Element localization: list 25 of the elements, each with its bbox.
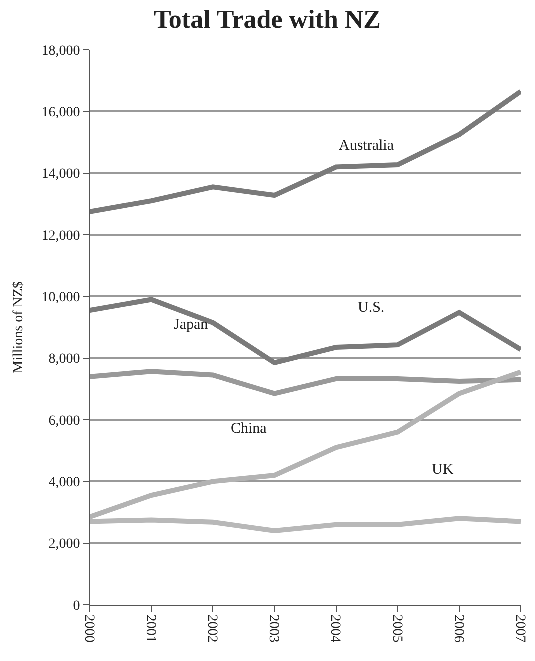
x-tick-label: 2006 (450, 614, 466, 643)
y-axis-title: Millions of NZ$ (11, 282, 26, 374)
y-tick-label: 14,000 (42, 167, 80, 182)
annotation: U.S. (358, 300, 385, 316)
y-tick-label: 0 (73, 598, 80, 614)
annotation: Australia (339, 138, 394, 154)
x-tick-label: 2007 (512, 614, 528, 643)
x-tick-label: 2000 (81, 614, 96, 643)
y-tick-label: 6,000 (48, 414, 80, 429)
x-tick-label: 2004 (328, 614, 343, 643)
x-tick-label: 2005 (389, 614, 404, 643)
y-tick-label: 2,000 (48, 537, 80, 552)
x-tick-label: 2002 (204, 614, 220, 643)
x-tick-label: 2003 (266, 614, 282, 643)
y-tick-label: 10,000 (42, 290, 80, 306)
y-tick-label: 12,000 (42, 228, 80, 244)
y-tick-label: 18,000 (42, 44, 80, 59)
y-tick-label: 4,000 (48, 476, 80, 491)
y-tick-label: 8,000 (48, 352, 80, 368)
y-tick-label: 16,000 (42, 106, 80, 121)
annotation: China (231, 421, 268, 437)
annotation: Japan (174, 317, 209, 333)
annotation: UK (432, 462, 454, 478)
chart-title: Total Trade with NZ (154, 5, 382, 34)
x-tick-label: 2001 (143, 614, 158, 643)
